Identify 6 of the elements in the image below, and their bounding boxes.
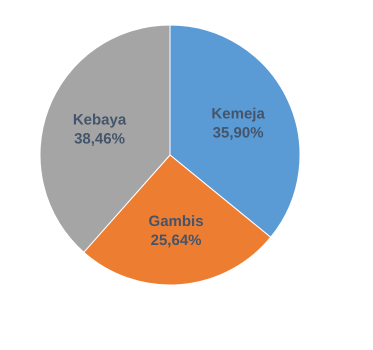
slice-label: Gambis	[148, 213, 204, 230]
data-label: 25,64%	[150, 232, 202, 250]
slice-label: Kemeja	[211, 106, 266, 123]
data-label: 35,90%	[212, 124, 264, 142]
slice-label: Kebaya	[72, 111, 127, 128]
data-label: 38,46%	[74, 130, 125, 148]
